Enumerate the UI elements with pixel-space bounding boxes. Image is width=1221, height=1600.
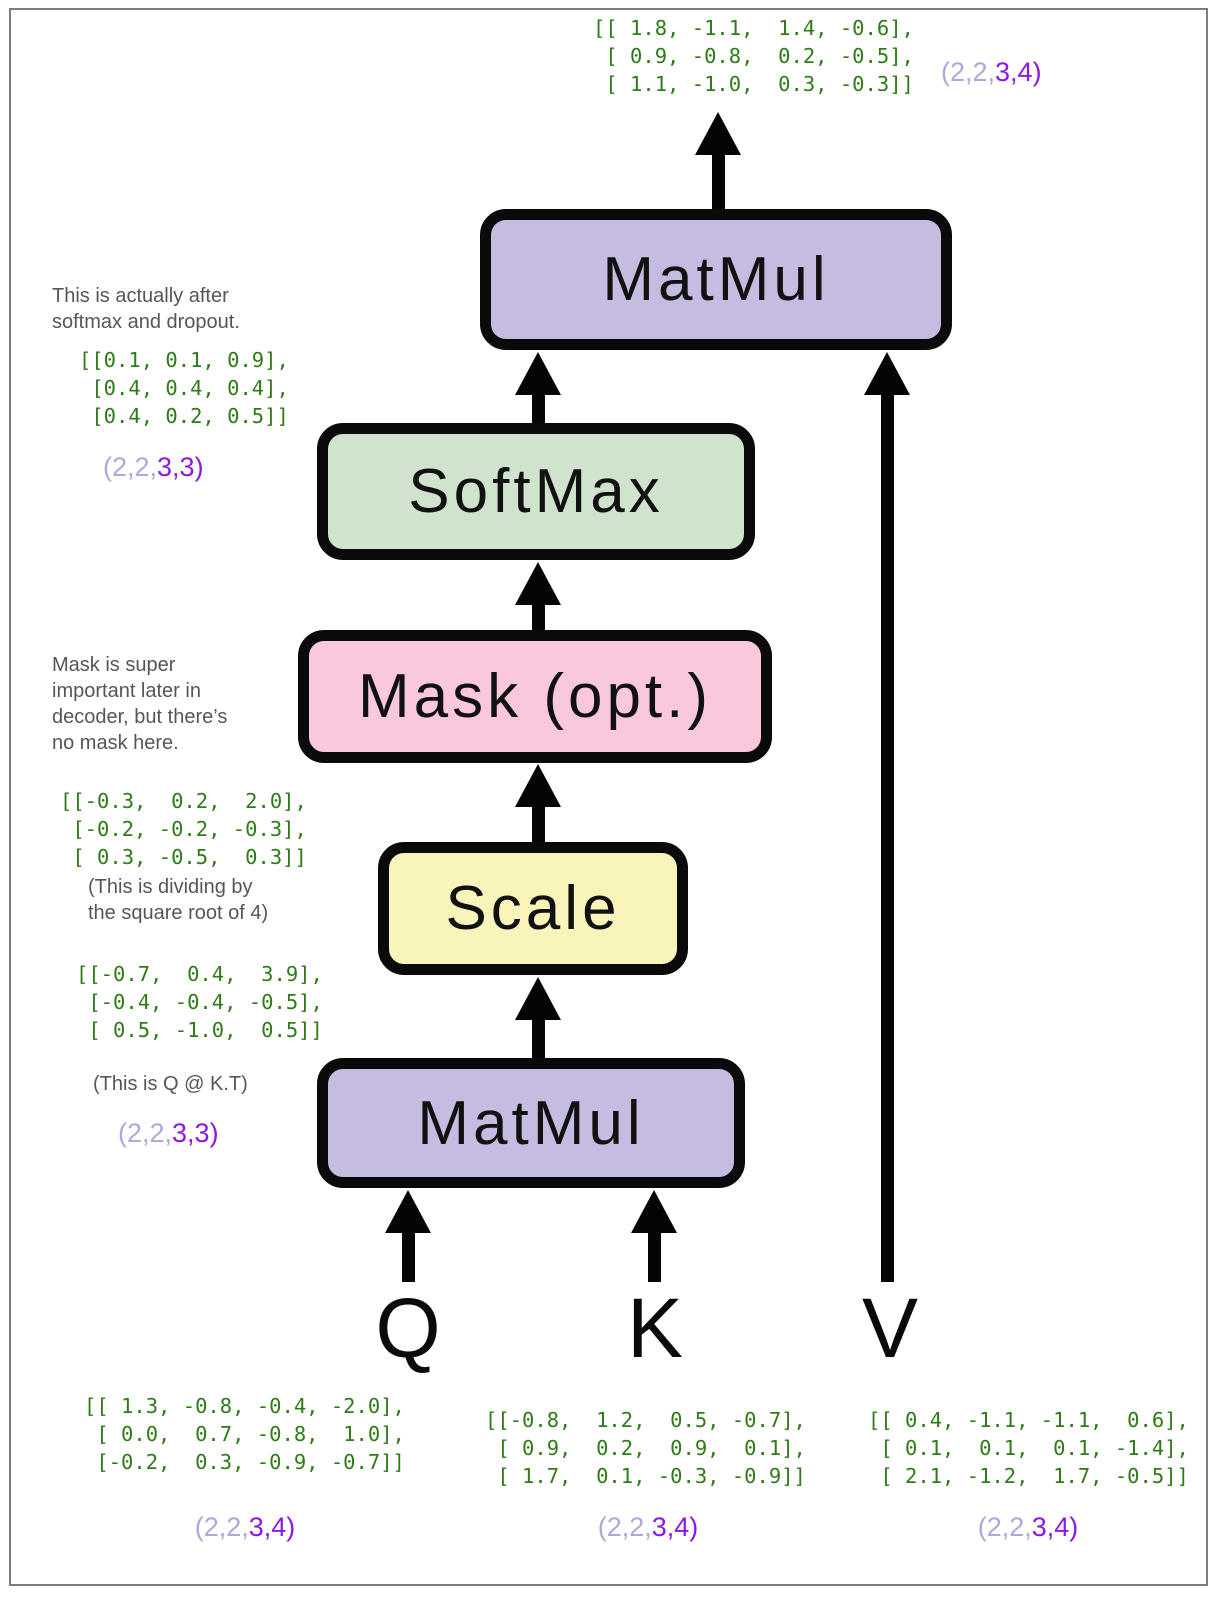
arrow-v-to-matmul	[864, 352, 910, 1282]
output-matrix: [[ 1.8, -1.1, 1.4, -0.6], [ 0.9, -0.8, 0…	[593, 16, 914, 96]
arrow-k-to-matmul	[631, 1190, 677, 1282]
k-shape-label: (2,2,3,4)	[598, 1512, 699, 1543]
q-matrix: [[ 1.3, -0.8, -0.4, -2.0], [ 0.0, 0.7, -…	[84, 1394, 405, 1474]
shape-batch-dims: (2,2,	[977, 1512, 1032, 1542]
shape-matrix-dims: 3,4)	[651, 1512, 699, 1542]
arrow-softmax-to-matmul	[515, 352, 561, 423]
mask-box: Mask (opt.)	[298, 630, 772, 763]
arrowhead-up-icon	[515, 764, 561, 807]
shape-matrix-dims: 3,4)	[248, 1512, 296, 1542]
scaled-scores-matrix: [[-0.3, 0.2, 2.0], [-0.2, -0.2, -0.3], […	[60, 789, 307, 869]
matmul-top-label: MatMul	[602, 245, 830, 314]
arrow-q-to-matmul	[385, 1190, 431, 1282]
scale-label: Scale	[445, 874, 621, 943]
arrow-mask-to-softmax	[515, 562, 561, 630]
q-shape-label: (2,2,3,4)	[195, 1512, 296, 1543]
k-matrix: [[-0.8, 1.2, 0.5, -0.7], [ 0.9, 0.2, 0.9…	[485, 1408, 806, 1488]
output-shape-label: (2,2,3,4)	[941, 57, 1042, 88]
input-k-label: K	[626, 1281, 684, 1375]
note-scale: (This is dividing by the square root of …	[88, 876, 269, 924]
arrowhead-up-icon	[695, 112, 741, 155]
matmul-top-box: MatMul	[480, 209, 952, 350]
arrow-matmul-to-output	[695, 112, 741, 209]
shape-batch-dims: (2,2,	[941, 57, 996, 87]
arrowhead-up-icon	[631, 1190, 677, 1233]
qkt-shape-label: (2,2,3,3)	[118, 1118, 219, 1149]
arrowhead-up-icon	[515, 562, 561, 605]
matmul-bottom-label: MatMul	[417, 1088, 645, 1158]
arrowhead-up-icon	[515, 977, 561, 1020]
note-qkt: (This is Q @ K.T)	[93, 1073, 248, 1095]
scale-box: Scale	[378, 842, 688, 975]
shape-batch-dims: (2,2,	[597, 1512, 652, 1542]
shape-matrix-dims: 3,3)	[172, 1118, 219, 1148]
arrow-matmul-to-scale	[515, 977, 561, 1058]
attention-weights-matrix: [[0.1, 0.1, 0.9], [0.4, 0.4, 0.4], [0.4,…	[79, 348, 289, 428]
v-matrix: [[ 0.4, -1.1, -1.1, 0.6], [ 0.1, 0.1, 0.…	[868, 1408, 1189, 1488]
v-shape-label: (2,2,3,4)	[978, 1512, 1079, 1543]
arrow-scale-to-mask	[515, 764, 561, 842]
page-border	[9, 8, 1208, 1586]
note-mask: Mask is super important later in decoder…	[52, 654, 228, 754]
mask-label: Mask (opt.)	[357, 662, 713, 731]
shape-batch-dims: (2,2,	[118, 1118, 173, 1148]
shape-batch-dims: (2,2,	[103, 452, 158, 482]
input-v-label: V	[861, 1281, 919, 1375]
softmax-label: SoftMax	[408, 457, 664, 526]
qkt-matrix: [[-0.7, 0.4, 3.9], [-0.4, -0.4, -0.5], […	[76, 962, 323, 1042]
arrowhead-up-icon	[385, 1190, 431, 1233]
shape-batch-dims: (2,2,	[194, 1512, 249, 1542]
matmul-bottom-box: MatMul	[317, 1058, 745, 1188]
input-q-label: Q	[375, 1281, 441, 1375]
note-softmax-dropout: This is actually after softmax and dropo…	[52, 285, 240, 333]
attention-weights-shape-label: (2,2,3,3)	[103, 452, 204, 483]
shape-matrix-dims: 3,4)	[1031, 1512, 1079, 1542]
softmax-box: SoftMax	[317, 423, 755, 560]
arrowhead-up-icon	[864, 352, 910, 395]
shape-matrix-dims: 3,4)	[995, 57, 1042, 87]
arrowhead-up-icon	[515, 352, 561, 395]
shape-matrix-dims: 3,3)	[157, 452, 204, 482]
